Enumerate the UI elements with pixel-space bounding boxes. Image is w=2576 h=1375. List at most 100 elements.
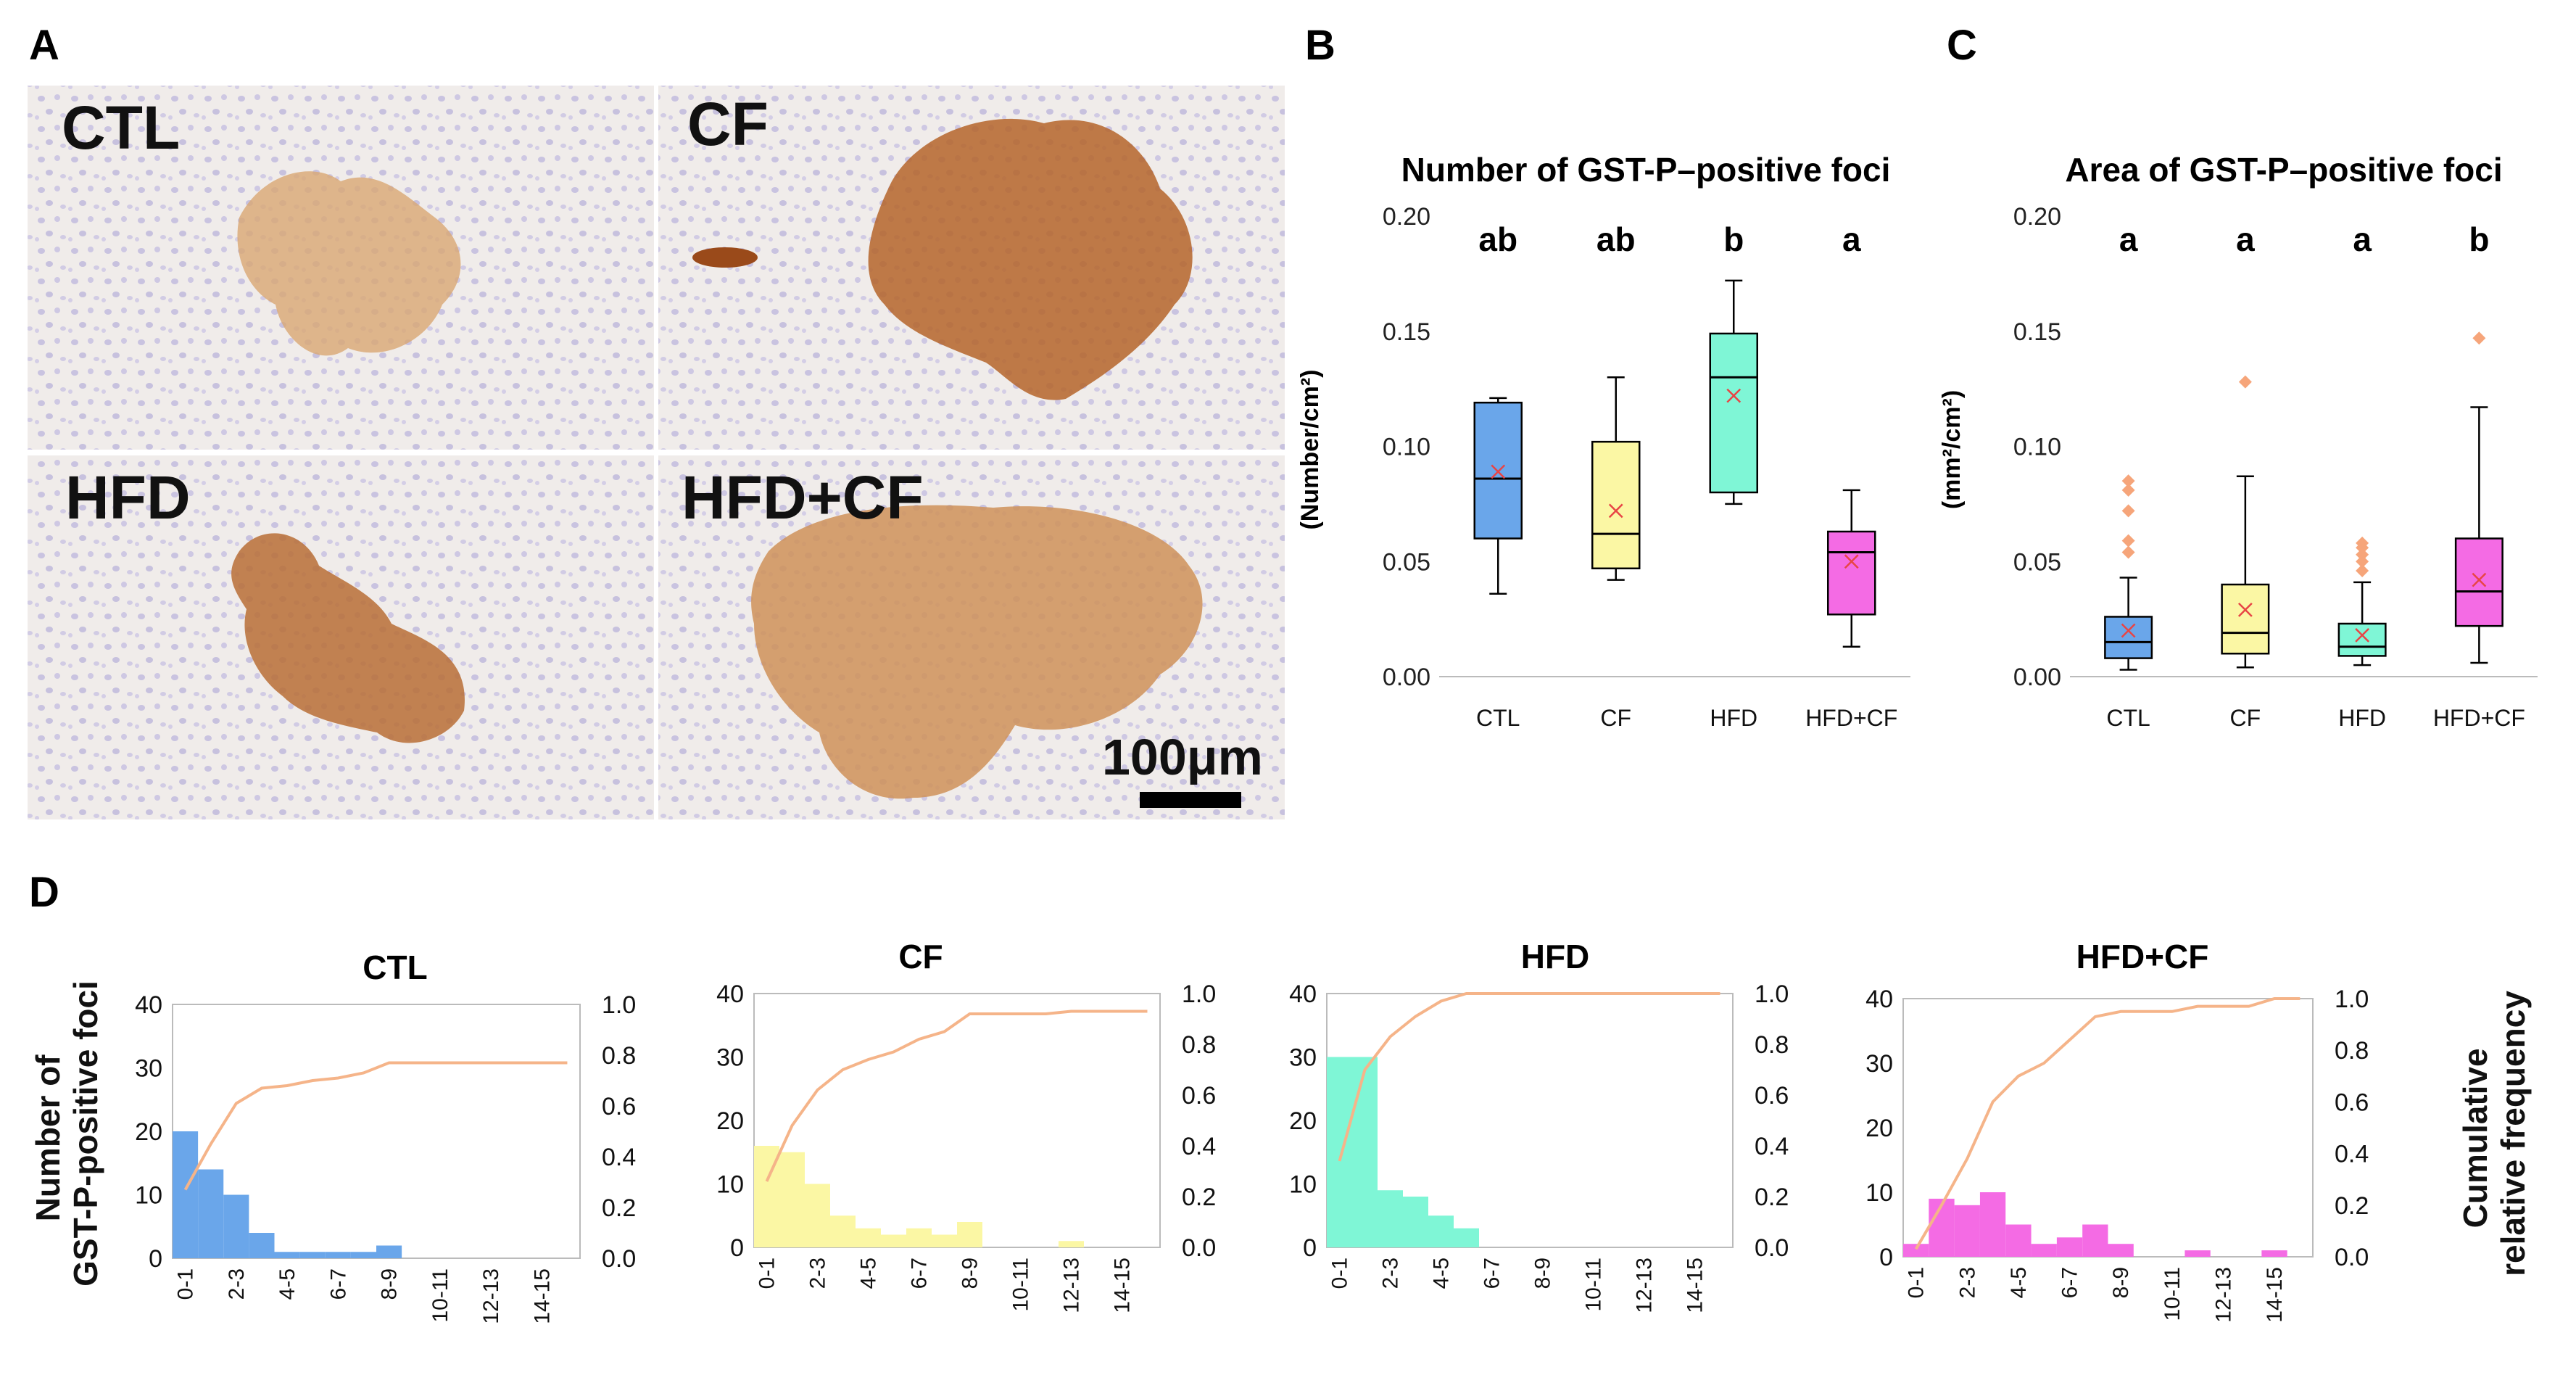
y-tick-label-left: 30 bbox=[716, 1044, 744, 1072]
histogram-bar bbox=[932, 1234, 957, 1247]
histogram-hfd-cf: 0 10 20 30 40 0.0 0.2 0.4 0.6 0.8 1.0 0-1 2-3 4-5 6-7 8… bbox=[1865, 986, 2369, 1323]
x-tick-label: 10-11 bbox=[2161, 1267, 2184, 1321]
mean-marker bbox=[1608, 503, 1623, 519]
y-tick-label-right: 0.0 bbox=[602, 1245, 636, 1273]
y-tick-label-right: 0.2 bbox=[602, 1194, 636, 1222]
x-tick-label: 14-15 bbox=[530, 1268, 554, 1324]
x-tick-label: 10-11 bbox=[1582, 1258, 1606, 1312]
mean-marker bbox=[2355, 627, 2370, 643]
y-tick-label-right: 0.6 bbox=[1182, 1082, 1216, 1110]
panel-letter-b: B bbox=[1305, 22, 1335, 69]
y-tick-label-right: 0.4 bbox=[2335, 1141, 2369, 1168]
x-tick-label: 14-15 bbox=[1683, 1258, 1707, 1313]
y-tick-label-right: 0.0 bbox=[2335, 1244, 2369, 1271]
y-tick-label-right: 0.2 bbox=[1755, 1184, 1789, 1211]
x-tick-label: 12-13 bbox=[1060, 1258, 1084, 1313]
category-label: CF bbox=[1600, 705, 1631, 731]
y-axis-label: (mm²/cm²) bbox=[1938, 390, 1966, 509]
micrograph-hfd-cf: HFD+CF 100μm bbox=[658, 455, 1285, 819]
y-tick-label-right: 0.8 bbox=[2335, 1037, 2369, 1065]
histogram-bar bbox=[2108, 1244, 2134, 1257]
histogram-cf: 0 10 20 30 40 0.0 0.2 0.4 0.6 0.8 1.0 0-1 2-3 4-5 6-7 8… bbox=[716, 980, 1216, 1313]
y-tick-label-right: 0.4 bbox=[1182, 1133, 1216, 1160]
histogram-bar bbox=[906, 1228, 932, 1247]
histogram-bar bbox=[1378, 1190, 1403, 1247]
stained-focus bbox=[231, 533, 465, 743]
x-tick-label: 12-13 bbox=[2211, 1267, 2235, 1323]
x-tick-label: 6-7 bbox=[1480, 1258, 1504, 1289]
category-label: HFD bbox=[1710, 705, 1757, 731]
micrograph-ctl: CTL bbox=[28, 86, 654, 450]
x-tick-label: 2-3 bbox=[1379, 1258, 1403, 1289]
category-label: HFD bbox=[2338, 705, 2386, 731]
y-tick-label-left: 20 bbox=[1289, 1107, 1317, 1135]
outlier-point bbox=[2121, 483, 2135, 497]
x-tick-label: 14-15 bbox=[1111, 1258, 1135, 1313]
box bbox=[2337, 622, 2387, 657]
histogram-bar bbox=[2261, 1250, 2287, 1257]
scale-bar bbox=[1140, 792, 1241, 808]
y-tick-label-right: 1.0 bbox=[2335, 986, 2369, 1013]
histogram-bar bbox=[350, 1252, 376, 1258]
panel-letter-d: D bbox=[29, 869, 59, 916]
histogram-bar bbox=[173, 1131, 199, 1258]
histogram-bar bbox=[376, 1245, 402, 1258]
histogram-bar bbox=[2056, 1237, 2083, 1257]
histogram-bar bbox=[2005, 1224, 2032, 1257]
histogram-title-cf: CF bbox=[898, 938, 943, 975]
histogram-bar bbox=[2184, 1250, 2211, 1257]
histogram-bar bbox=[1454, 1228, 1479, 1247]
histogram-hfd: 0 10 20 30 40 0.0 0.2 0.4 0.6 0.8 1.0 0-1 2-3 4-5 6-7 8… bbox=[1289, 980, 1789, 1313]
chart-title: Area of GST-P–positive foci bbox=[2065, 151, 2502, 189]
y-tick-label-right: 0.8 bbox=[1755, 1031, 1789, 1059]
y-tick-label-right: 0.8 bbox=[1182, 1031, 1216, 1059]
outlier-point bbox=[2356, 555, 2369, 569]
box bbox=[1827, 530, 1876, 616]
y-axis-ticks: 0.00 0.05 0.10 0.15 0.20 bbox=[2013, 203, 2538, 691]
histogram-bar bbox=[249, 1233, 275, 1258]
y-tick-label-right: 1.0 bbox=[602, 991, 636, 1019]
y-tick-label: 0.00 bbox=[2013, 664, 2061, 691]
y-tick-label-right: 0.6 bbox=[602, 1093, 636, 1120]
boxes: CTL a CF a HFD a HFD+CF b bbox=[2104, 220, 2525, 731]
mean-marker bbox=[2472, 572, 2487, 587]
cumulative-line bbox=[765, 1009, 1148, 1182]
outlier-point bbox=[2356, 536, 2369, 550]
cumulative-line bbox=[1914, 997, 2300, 1250]
y-tick-label: 0.10 bbox=[2013, 434, 2061, 461]
x-tick-label: 4-5 bbox=[1430, 1258, 1454, 1289]
y-tick-label-right: 0.0 bbox=[1755, 1234, 1789, 1262]
x-tick-label: 10-11 bbox=[428, 1268, 452, 1323]
micrograph-label: HFD bbox=[65, 463, 191, 532]
y-axis-label: (Number/cm²) bbox=[1296, 369, 1324, 529]
significance-letter: b bbox=[1723, 220, 1744, 258]
histogram-title-hfd: HFD bbox=[1521, 938, 1590, 975]
mean-marker bbox=[2121, 623, 2136, 638]
outlier-point bbox=[2238, 375, 2252, 389]
stained-focus bbox=[237, 171, 461, 356]
histograms: Number of GST-P-positive foci Cumulative… bbox=[29, 938, 2532, 1324]
x-tick-label: 8-9 bbox=[2109, 1267, 2133, 1298]
y-tick-label-left: 10 bbox=[1289, 1171, 1317, 1199]
scale-bar-label: 100μm bbox=[1102, 729, 1263, 785]
category-label: CF bbox=[2230, 705, 2261, 731]
significance-letter: a bbox=[2353, 220, 2372, 258]
y-axis-label-line: Cumulative bbox=[2456, 1048, 2494, 1228]
box bbox=[2454, 537, 2503, 627]
x-tick-label: 0-1 bbox=[755, 1258, 779, 1289]
category-label: HFD+CF bbox=[1805, 705, 1897, 731]
x-tick-label: 6-7 bbox=[2058, 1267, 2082, 1298]
histogram-ctl: 0 10 20 30 40 0.0 0.2 0.4 0.6 0.8 1.0 0-1 2-3 4-5 6-7 8… bbox=[135, 991, 636, 1324]
histogram-bar bbox=[856, 1228, 881, 1247]
significance-letter: ab bbox=[1478, 220, 1517, 258]
y-tick-label-left: 20 bbox=[135, 1118, 162, 1146]
category-label: CTL bbox=[2106, 705, 2150, 731]
x-tick-label: 12-13 bbox=[1633, 1258, 1657, 1313]
histogram-bar bbox=[1403, 1197, 1428, 1247]
y-tick-label-left: 40 bbox=[1289, 980, 1317, 1008]
x-tick-label: 4-5 bbox=[857, 1258, 881, 1289]
box bbox=[1709, 332, 1758, 494]
boxes: CTL ab CF ab HFD b HFD+CF a bbox=[1473, 220, 1897, 731]
y-axis-label-line: GST-P-positive foci bbox=[67, 980, 104, 1287]
